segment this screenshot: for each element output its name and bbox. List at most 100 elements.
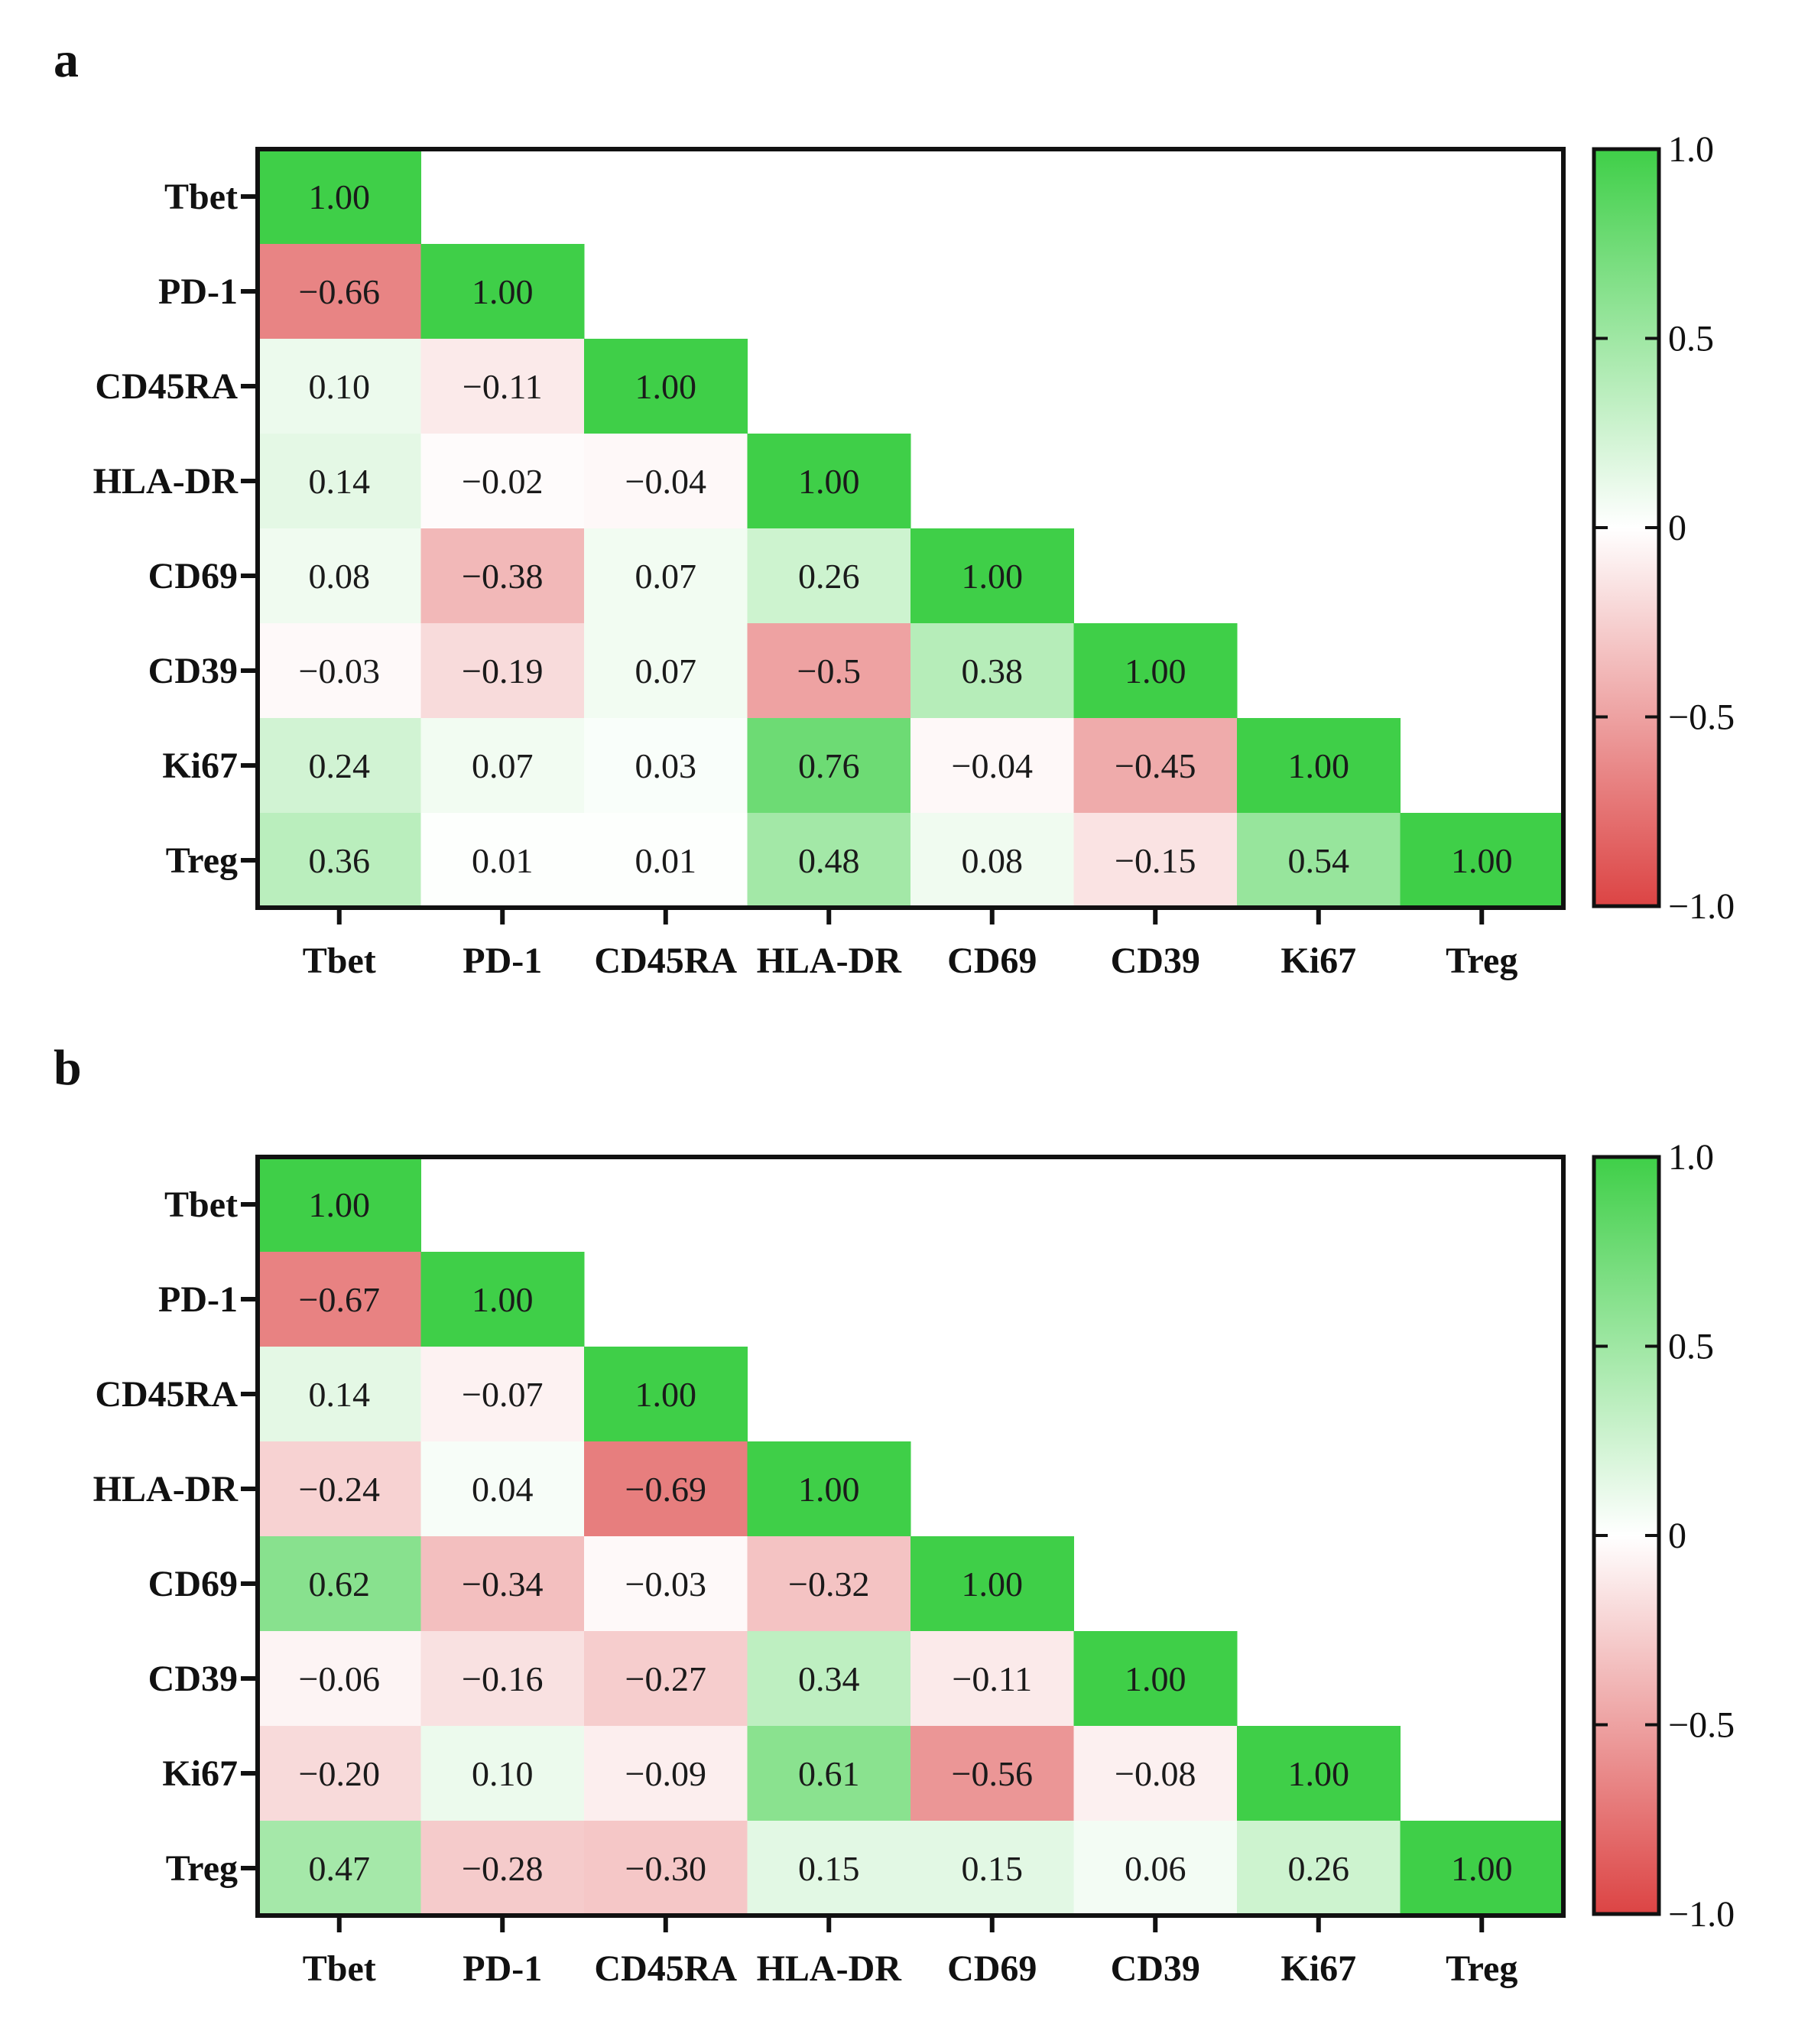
colorbar-tick-label: 1.0 (1668, 1137, 1714, 1178)
heatmap-cell (910, 528, 1074, 624)
cell-value-label: 0.36 (309, 841, 371, 880)
cell-value-label: −0.09 (625, 1754, 706, 1793)
y-tick-label: PD-1 (158, 1279, 238, 1320)
colorbar-tick-label: 0 (1668, 1516, 1686, 1556)
cell-value-label: 0.01 (635, 841, 697, 880)
y-tick-label: Ki67 (162, 746, 238, 786)
heatmap-cell (258, 1536, 421, 1632)
cell-value-label: −0.07 (462, 1375, 543, 1414)
heatmap-cell (420, 244, 585, 340)
cell-value-label: 1.00 (798, 462, 860, 501)
cell-value-label: −0.66 (299, 272, 380, 311)
cell-value-label: −0.20 (299, 1754, 380, 1793)
cell-value-label: 1.00 (309, 177, 371, 216)
heatmap-cell (420, 434, 585, 529)
cell-value-label: −0.11 (463, 367, 543, 406)
heatmap-cell (420, 1536, 585, 1632)
cell-value-label: −0.03 (299, 652, 380, 691)
cell-value-label: 0.15 (962, 1849, 1024, 1888)
cell-value-label: 1.00 (962, 1565, 1024, 1604)
heatmap-cell (420, 528, 585, 624)
heatmap-cell (910, 718, 1074, 814)
heatmap-cell (747, 718, 911, 814)
cell-value-label: 0.04 (472, 1470, 534, 1509)
heatmap-cell (258, 1631, 421, 1727)
heatmap-cell (584, 1821, 748, 1916)
y-tick-label: Ki67 (162, 1753, 238, 1794)
cell-value-label: 1.00 (309, 1185, 371, 1224)
cell-value-label: 0.24 (309, 746, 371, 785)
y-tick-label: CD69 (148, 556, 238, 596)
heatmap-cell (1400, 1821, 1564, 1916)
heatmap-cell (1073, 623, 1238, 719)
x-tick-label: CD39 (1111, 1948, 1200, 1989)
x-tick-label: CD69 (947, 941, 1037, 981)
cell-value-label: 0.08 (309, 557, 371, 596)
cell-value-label: −0.5 (797, 652, 861, 691)
cell-value-label: 0.54 (1288, 841, 1350, 880)
cell-value-label: 0.01 (472, 841, 534, 880)
cell-value-label: 0.76 (798, 746, 860, 785)
heatmap-cell (1073, 1726, 1238, 1821)
heatmap-cell (420, 339, 585, 434)
heatmap-cell (747, 1726, 911, 1821)
heatmap-cell (910, 1536, 1074, 1632)
cell-value-label: −0.34 (462, 1565, 543, 1604)
x-tick-label: CD39 (1111, 941, 1200, 981)
colorbar-tick-label: −0.5 (1668, 697, 1735, 738)
heatmap-cell (584, 1631, 748, 1727)
cell-value-label: 0.14 (309, 1375, 371, 1414)
heatmap-cell (584, 1726, 748, 1821)
cell-value-label: 0.03 (635, 746, 697, 785)
cell-value-label: 0.07 (472, 746, 534, 785)
heatmap-cell (584, 434, 748, 529)
cell-value-label: 0.14 (309, 462, 371, 501)
cell-value-label: 0.47 (309, 1849, 371, 1888)
heatmap-cell (1073, 813, 1238, 908)
heatmap-cell (420, 1347, 585, 1442)
heatmap-cell (747, 1821, 911, 1916)
x-tick-label: HLA-DR (757, 941, 903, 981)
heatmap-cell (420, 1631, 585, 1727)
cell-value-label: −0.56 (952, 1754, 1033, 1793)
heatmap-cell (747, 1536, 911, 1632)
x-tick-label: HLA-DR (757, 1948, 903, 1989)
cell-value-label: 1.00 (1125, 652, 1186, 691)
cell-value-label: 0.26 (798, 557, 860, 596)
cell-value-label: 0.34 (798, 1659, 860, 1698)
x-tick-label: Ki67 (1281, 941, 1356, 981)
heatmap-cell (584, 1347, 748, 1442)
plot-frame (255, 1155, 1566, 1918)
heatmap-cell (584, 718, 748, 814)
cell-value-label: −0.19 (462, 652, 543, 691)
y-tick-label: CD39 (148, 651, 238, 691)
heatmap-cell (258, 1821, 421, 1916)
heatmap-cell (258, 1726, 421, 1821)
heatmap-cell (258, 1441, 421, 1537)
y-tick-label: Tbet (164, 177, 238, 217)
heatmap-cell (1400, 813, 1564, 908)
x-tick-label: Treg (1446, 941, 1517, 981)
heatmap-cell (910, 1726, 1074, 1821)
heatmap-cell (747, 1631, 911, 1727)
cell-value-label: −0.04 (625, 462, 706, 501)
y-tick-label: CD39 (148, 1659, 238, 1699)
heatmap-cell (420, 1441, 585, 1537)
cell-value-label: 1.00 (472, 272, 534, 311)
heatmap-cell (258, 339, 421, 434)
cell-value-label: 1.00 (472, 1280, 534, 1319)
cell-value-label: −0.04 (952, 746, 1033, 785)
y-tick-label: HLA-DR (93, 461, 239, 502)
cell-value-label: −0.32 (788, 1565, 869, 1604)
x-tick-label: Tbet (303, 1948, 376, 1989)
cell-value-label: 0.07 (635, 557, 697, 596)
cell-value-label: 0.26 (1288, 1849, 1350, 1888)
cell-value-label: −0.15 (1115, 841, 1196, 880)
heatmap-cell (1237, 1726, 1401, 1821)
x-tick-label: Tbet (303, 941, 376, 981)
cell-value-label: 0.38 (962, 652, 1024, 691)
colorbar-tick-label: 0.5 (1668, 1327, 1714, 1367)
heatmap-cell (258, 813, 421, 908)
y-tick-label: Treg (166, 1848, 238, 1889)
